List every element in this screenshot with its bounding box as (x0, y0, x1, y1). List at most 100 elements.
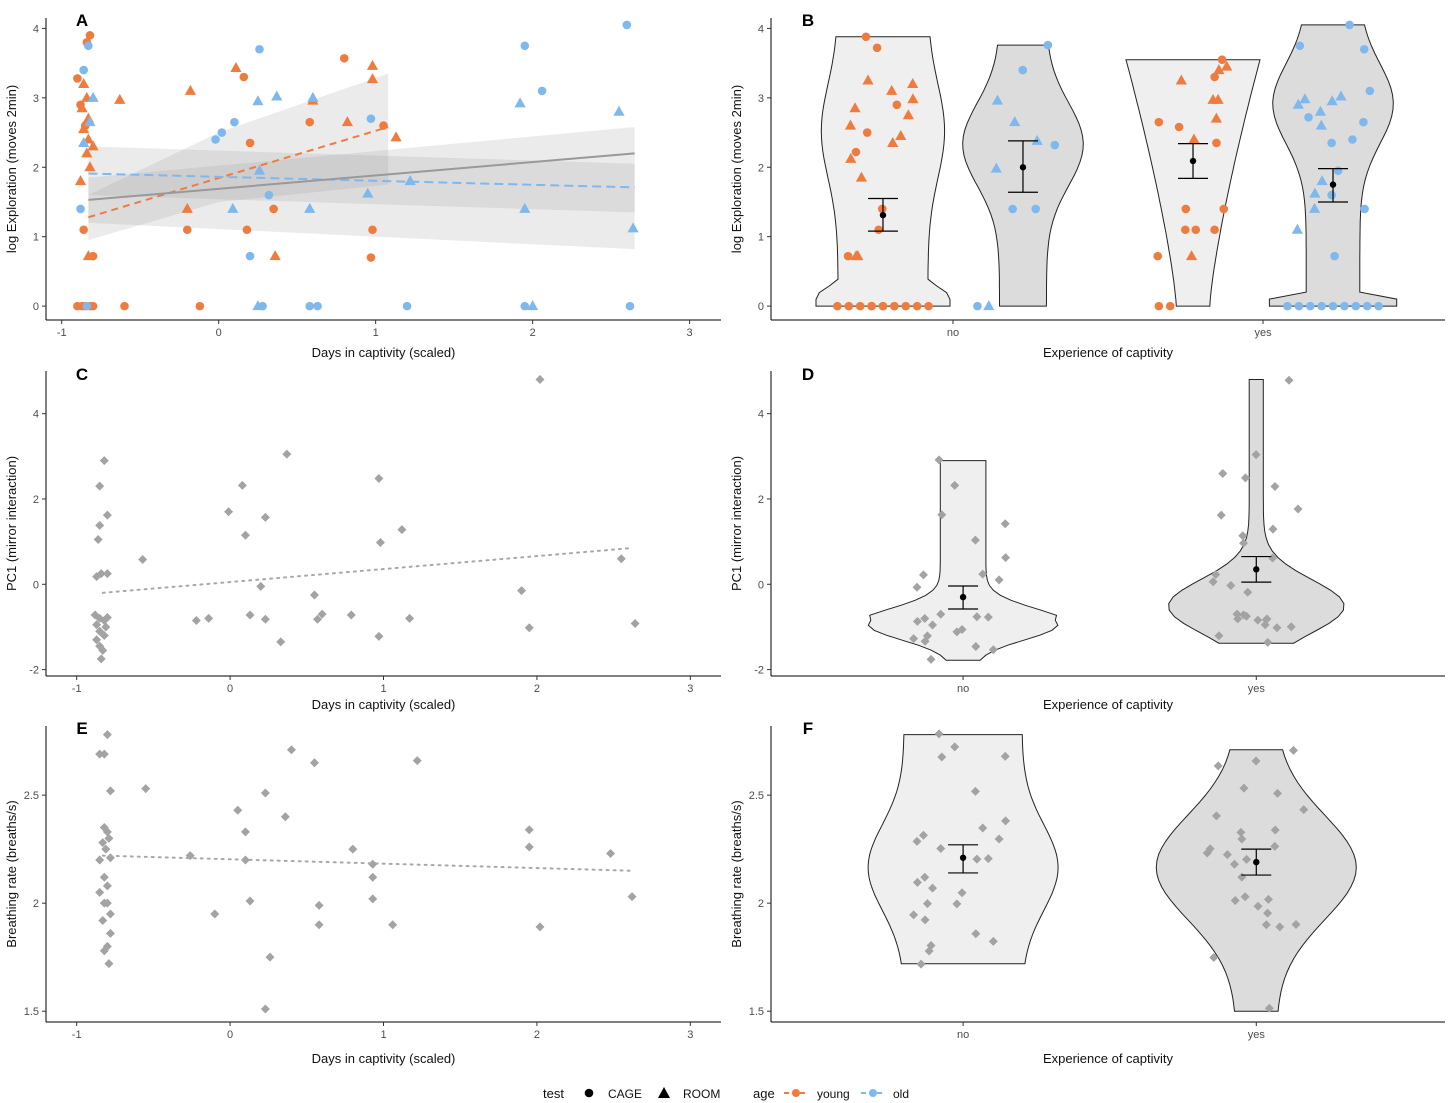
data-point (936, 609, 946, 619)
data-point (99, 456, 109, 466)
y-tick-label: 1 (33, 232, 39, 244)
data-point (1050, 140, 1060, 150)
data-point (1305, 301, 1315, 311)
data-point (920, 872, 930, 882)
y-tick-label: 3 (33, 93, 39, 105)
data-point (346, 610, 356, 620)
data-point (983, 300, 995, 311)
data-point (971, 641, 981, 651)
data-point (844, 301, 854, 311)
panel-label: D (802, 365, 814, 384)
violin-yes (1155, 749, 1357, 1012)
x-tick-label: 2 (530, 327, 536, 339)
data-point (952, 899, 962, 909)
x-tick-label: no (947, 327, 959, 339)
data-point (1284, 375, 1294, 385)
data-point (348, 844, 358, 854)
point-young (269, 250, 281, 261)
data-point (524, 825, 534, 835)
data-point (918, 570, 928, 580)
y-tick-label: 4 (758, 23, 764, 35)
data-point (991, 94, 1004, 105)
data-point (1295, 41, 1305, 51)
x-axis-title: Days in captivity (scaled) (312, 697, 456, 712)
data-point (851, 147, 861, 157)
data-point (1253, 615, 1263, 625)
ci-band-old (88, 146, 635, 213)
legend: test CAGE ROOM age young old (543, 1086, 909, 1101)
y-axis-title: Breathing rate (breaths/s) (4, 800, 19, 947)
point-young (73, 74, 82, 83)
data-point (102, 827, 112, 837)
point-young (81, 147, 93, 158)
point-old (264, 190, 274, 200)
point-old (217, 128, 227, 137)
x-tick-label: no (957, 1029, 969, 1041)
point-young (341, 116, 353, 127)
data-point (517, 586, 527, 596)
data-point (1174, 122, 1184, 132)
point-young (195, 301, 205, 311)
data-point (1251, 756, 1261, 766)
data-point (1226, 580, 1236, 590)
data-point (1263, 908, 1273, 918)
x-tick-label: 0 (227, 1029, 233, 1041)
data-point (375, 537, 385, 547)
data-point (983, 854, 993, 864)
data-point (102, 510, 112, 520)
panel-E: 1.5 2 2.5 Breathing rate (breaths/s) Days in… (4, 719, 721, 1066)
data-point (1309, 187, 1321, 198)
data-point (907, 77, 919, 88)
y-tick-label: 4 (33, 23, 39, 35)
data-point (1261, 920, 1271, 930)
data-point (317, 609, 327, 619)
data-point (92, 635, 102, 645)
y-tick-label: 2 (33, 898, 39, 910)
data-point (95, 855, 105, 865)
data-point (93, 534, 103, 544)
point-young (182, 225, 192, 235)
x-tick-label: 1 (380, 683, 386, 695)
x-tick-label: 3 (687, 327, 693, 339)
data-point (1241, 611, 1251, 621)
data-point (855, 171, 868, 182)
data-point (924, 946, 934, 956)
y-tick-label: 0 (758, 579, 764, 591)
violin-yes-old (1268, 24, 1398, 307)
data-point (1008, 204, 1017, 214)
data-point (922, 899, 932, 909)
data-point (1043, 40, 1053, 50)
data-point (240, 530, 250, 540)
data-point (926, 654, 936, 664)
data-point (861, 32, 871, 42)
panel-C: -2 0 2 4 PC1 (mirror interaction) Days in cap… (4, 365, 721, 712)
data-point (630, 619, 640, 629)
data-point (1188, 133, 1200, 144)
x-tick-label: 1 (380, 1029, 386, 1041)
data-point (1237, 834, 1247, 844)
data-point (98, 645, 108, 655)
data-point (872, 43, 882, 53)
data-point (101, 844, 111, 854)
x-tick-label: yes (1248, 683, 1266, 695)
data-point (973, 301, 982, 311)
data-point (245, 610, 255, 620)
data-point (374, 473, 384, 483)
data-point (912, 301, 922, 311)
data-point (1216, 510, 1226, 520)
trend-line (101, 854, 634, 872)
data-point (524, 842, 534, 852)
data-point (1000, 751, 1010, 761)
panel-A: 0 1 2 3 4 log Exploration (moves 2min) Days in… (4, 11, 721, 360)
data-point (1210, 72, 1219, 82)
mean-point (959, 593, 967, 601)
data-point (972, 612, 982, 622)
fit-line-old (88, 172, 635, 189)
data-point (368, 859, 378, 869)
x-tick-label: yes (1248, 1029, 1266, 1041)
y-tick-label: 0 (758, 301, 764, 313)
data-point (1299, 93, 1311, 104)
point-old (76, 204, 85, 214)
point-young (245, 138, 255, 148)
data-point (280, 812, 290, 822)
